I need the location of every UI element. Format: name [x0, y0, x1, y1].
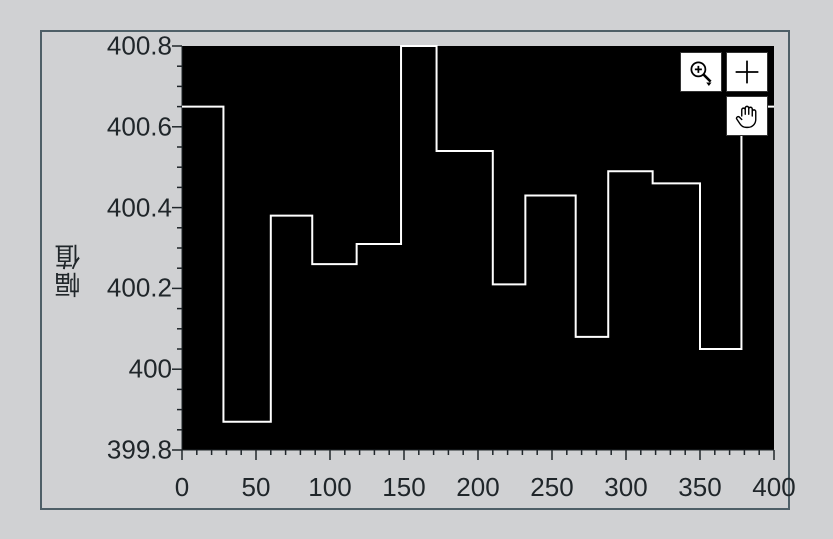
y-tick-label: 399.8: [82, 435, 172, 466]
chart-frame: 幅值 399.8400400.2400.4400.6400.8 05010015…: [40, 30, 790, 510]
x-tick-label: 300: [604, 472, 647, 503]
hand-icon: [733, 102, 761, 130]
zoom-in-icon: [687, 58, 715, 86]
pan-button[interactable]: [726, 96, 768, 136]
chart-toolbar: [680, 52, 768, 136]
y-tick-label: 400.2: [82, 273, 172, 304]
y-tick-label: 400: [82, 354, 172, 385]
x-tick-label: 400: [752, 472, 795, 503]
x-tick-labels: 050100150200250300350400: [42, 472, 788, 502]
crosshair-icon: [733, 58, 761, 86]
x-tick-label: 50: [242, 472, 271, 503]
x-tick-label: 100: [308, 472, 351, 503]
plot-area: [182, 46, 774, 450]
x-tick-label: 150: [382, 472, 425, 503]
x-tick-label: 350: [678, 472, 721, 503]
y-tick-labels: 399.8 400 400.2 400.4 400.6 400.8: [82, 32, 172, 508]
y-tick-label: 400.4: [82, 192, 172, 223]
cursor-button[interactable]: [726, 52, 768, 92]
y-tick-label: 400.6: [82, 111, 172, 142]
y-tick-label: 400.8: [82, 31, 172, 62]
x-tick-label: 0: [175, 472, 189, 503]
x-tick-label: 200: [456, 472, 499, 503]
x-tick-label: 250: [530, 472, 573, 503]
zoom-button[interactable]: [680, 52, 722, 92]
